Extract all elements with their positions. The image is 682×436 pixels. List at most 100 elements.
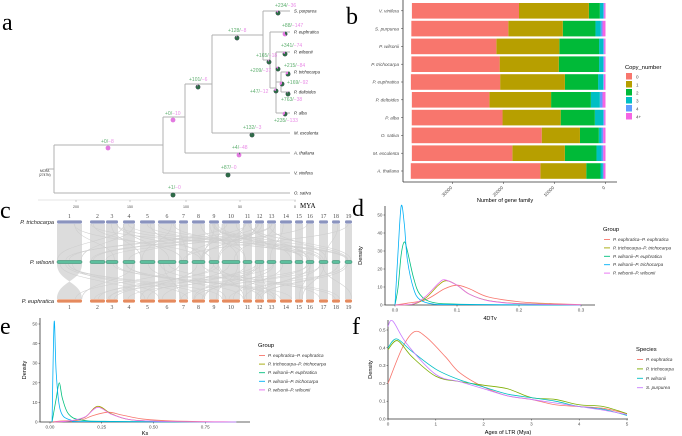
gain-loss-label: +132/−3 <box>243 125 262 131</box>
chromosome-bar <box>319 299 328 303</box>
synteny-link <box>235 223 292 261</box>
legend-swatch <box>626 105 632 112</box>
x-tick-label: 4 <box>578 422 581 427</box>
y-tick-label: 0.3 <box>379 363 386 368</box>
bar-segment-3 <box>594 109 604 126</box>
x-axis-title: Number of gene family <box>477 198 533 204</box>
bar-segment-0 <box>411 20 509 37</box>
chromosome-number-top: 7 <box>182 214 185 220</box>
chromosome-bar <box>255 299 264 303</box>
bar-segment-0 <box>411 3 520 19</box>
chromosome-bar <box>243 299 252 303</box>
synteny-link <box>233 263 284 300</box>
bar-segment-3 <box>599 3 604 19</box>
gene-gain-loss-marker: +215/−84 <box>284 63 305 77</box>
bar-segment-2 <box>586 163 601 179</box>
legend-label: P. euphratica–P. euphratica <box>268 353 324 358</box>
loss-count: −37 <box>263 68 272 74</box>
synteny-link <box>201 263 275 300</box>
panel-label-b: b <box>346 4 358 30</box>
gain-count: +0/ <box>101 139 109 145</box>
x-tick-label: 5 <box>626 422 629 427</box>
loss-count: −92 <box>300 80 309 86</box>
synteny-link <box>345 264 352 299</box>
chromosome-bar <box>267 220 276 224</box>
synteny-link <box>90 264 105 299</box>
bar-segment-2 <box>564 145 597 161</box>
y-tick-label: P. deltoides <box>376 98 400 103</box>
pie-loss-slice <box>170 117 176 123</box>
bar-segment-3 <box>599 38 604 55</box>
pie-gain-slice <box>285 71 291 77</box>
gene-gain-loss-marker: +47/−12 <box>250 88 279 95</box>
synteny-link <box>302 263 325 300</box>
density-curve <box>54 406 237 423</box>
y-tick-label: 10 <box>377 285 383 290</box>
chromosome-number-top: 11 <box>245 214 251 220</box>
x-tick-label: 0.75 <box>201 425 210 430</box>
panel-label-c: c <box>0 198 11 224</box>
chromosome-number-bottom: 3 <box>111 305 114 311</box>
bar-segment-4 <box>603 38 605 55</box>
gain-loss-label: +209/−37 <box>250 68 271 74</box>
synteny-link <box>115 263 281 300</box>
synteny-link <box>193 263 257 300</box>
y-tick-label: 0.2 <box>379 381 386 386</box>
chromosome-bar <box>222 220 240 224</box>
phylogenetic-tree-panel: S. purpurea P. euphratica P. wilsonii P. tr… <box>38 3 321 210</box>
chromosome-bar <box>280 220 292 224</box>
chromosome-bar <box>122 260 136 264</box>
tip-label: O. sativa <box>294 191 312 196</box>
chromosome-bar <box>266 260 277 264</box>
gain-count: +234/ <box>275 3 288 9</box>
y-tick-label: 50 <box>377 213 383 218</box>
synteny-link <box>213 263 321 300</box>
legend-label: P. wilsonii–P. wilsonii <box>613 271 656 276</box>
chromosome-number-bottom: 12 <box>257 305 263 311</box>
pie-gain-slice <box>225 172 231 178</box>
gain-count: +1/ <box>168 185 176 191</box>
synteny-link <box>74 223 115 261</box>
y-tick-label: 0.0 <box>379 417 386 422</box>
density-curve <box>394 279 582 306</box>
chromosome-bar <box>139 260 156 264</box>
loss-count: −133 <box>287 118 298 124</box>
bar-segment-0 <box>411 145 513 161</box>
bar-segment-4 <box>603 56 605 72</box>
gain-loss-label: +0/−8 <box>101 139 114 145</box>
loss-count: −10 <box>172 111 181 117</box>
y-tick-label: 50 <box>32 322 38 327</box>
x-tick-label: 1 <box>435 422 438 427</box>
synteny-link <box>163 263 181 300</box>
legend-label: 0 <box>636 75 639 80</box>
synteny-link <box>298 263 311 300</box>
time-tick-label: 150 <box>127 205 133 209</box>
pie-loss-slice <box>105 145 111 151</box>
chromosome-number-bottom: 6 <box>166 305 169 311</box>
synteny-link <box>214 223 324 261</box>
synteny-link <box>268 223 327 261</box>
chromosome-number-top: 3 <box>111 214 114 220</box>
gain-loss-label: +1/−0 <box>168 185 181 191</box>
y-tick-label: V. vinifera <box>379 9 400 14</box>
y-tick-label: 30 <box>377 249 383 254</box>
y-tick-label: 30 <box>32 361 38 366</box>
synteny-link <box>180 263 322 300</box>
legend-label: P. wilsonii–P. trichocarpa <box>613 262 664 267</box>
gene-gain-loss-marker: +763/−38 <box>281 91 302 103</box>
chromosome-number-bottom: 1 <box>68 305 71 311</box>
synteny-link <box>201 223 258 261</box>
legend-label: 1 <box>636 83 639 88</box>
chromosome-number-top: 14 <box>283 214 289 220</box>
synteny-link <box>80 223 135 261</box>
legend-label: P. euphratica–P. euphratica <box>613 237 669 242</box>
chromosome-bar <box>105 260 119 264</box>
bar-segment-0 <box>411 38 497 55</box>
chromosome-number-top: 19 <box>346 214 352 220</box>
legend-label: P. wilsonii–P. trichocarpa <box>268 379 319 384</box>
tip-label: M. esculenta <box>294 131 319 136</box>
synteny-link <box>215 263 239 300</box>
x-tick-label: 0.1 <box>454 308 461 313</box>
bar-segment-4+ <box>604 38 606 55</box>
density-curve <box>394 284 582 306</box>
